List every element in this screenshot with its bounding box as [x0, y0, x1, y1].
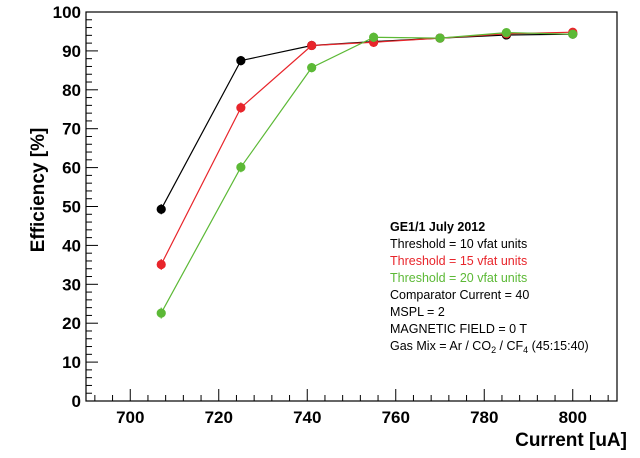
- data-point: [501, 28, 511, 38]
- gas-mix-prefix: Gas Mix = Ar / CO: [390, 339, 491, 353]
- axes: 0 10 20 30 40 50 60 70 80 90 100 700 720 740 760 780 800: [53, 3, 618, 427]
- y-tick-label: 80: [62, 81, 81, 100]
- data-point: [307, 63, 317, 73]
- data-point: [435, 33, 445, 43]
- co2-subscript: 2: [491, 345, 496, 355]
- y-tick-label: 60: [62, 159, 81, 178]
- legend-entry-threshold-15: Threshold = 15 vfat units: [390, 254, 527, 268]
- y-tick-label: 90: [62, 42, 81, 61]
- x-tick-label: 800: [559, 408, 587, 427]
- data-point: [236, 103, 246, 113]
- y-tick-label: 20: [62, 314, 81, 333]
- y-tick-label: 70: [62, 120, 81, 139]
- data-point: [236, 162, 246, 172]
- y-tick-label: 0: [72, 392, 81, 411]
- data-point: [156, 308, 166, 318]
- data-point: [156, 259, 166, 270]
- data-point: [568, 29, 578, 39]
- x-tick-label: 740: [293, 408, 321, 427]
- y-tick-label: 40: [62, 236, 81, 255]
- legend-entry-threshold-20: Threshold = 20 vfat units: [390, 271, 527, 285]
- series-line: [160, 33, 573, 210]
- series-2: [156, 27, 578, 270]
- legend-note-mspl: MSPL = 2: [390, 305, 445, 319]
- gas-mix-suffix: (45:15:40): [528, 339, 588, 353]
- cf4-subscript: 4: [523, 345, 528, 355]
- y-tick-label: 10: [62, 353, 81, 372]
- data-point: [236, 56, 246, 66]
- gas-mix-mid: / CF: [496, 339, 523, 353]
- series-line: [160, 31, 573, 265]
- x-tick-label: 760: [382, 408, 410, 427]
- data-point: [156, 204, 166, 214]
- x-tick-label: 720: [205, 408, 233, 427]
- series-3: [156, 28, 578, 319]
- y-axis-title: Efficiency [%]: [28, 128, 49, 253]
- series-1: [156, 29, 578, 215]
- y-tick-label: 100: [53, 3, 81, 22]
- y-tick-label: 30: [62, 275, 81, 294]
- legend-entry-threshold-10: Threshold = 10 vfat units: [390, 237, 527, 251]
- series-layer: [156, 27, 578, 319]
- x-tick-label: 780: [470, 408, 498, 427]
- y-tick-label: 50: [62, 198, 81, 217]
- legend-note-magnetic-field: MAGNETIC FIELD = 0 T: [390, 322, 527, 336]
- data-point: [307, 40, 317, 51]
- legend: GE1/1 July 2012 Threshold = 10 vfat unit…: [390, 220, 589, 355]
- x-tick-label: 700: [116, 408, 144, 427]
- legend-title: GE1/1 July 2012: [390, 220, 485, 234]
- legend-note-comparator: Comparator Current = 40: [390, 288, 529, 302]
- x-axis-title: Current [uA]: [515, 430, 627, 451]
- data-point: [369, 32, 379, 42]
- legend-note-gas-mix: Gas Mix = Ar / CO2 / CF4 (45:15:40): [390, 339, 589, 355]
